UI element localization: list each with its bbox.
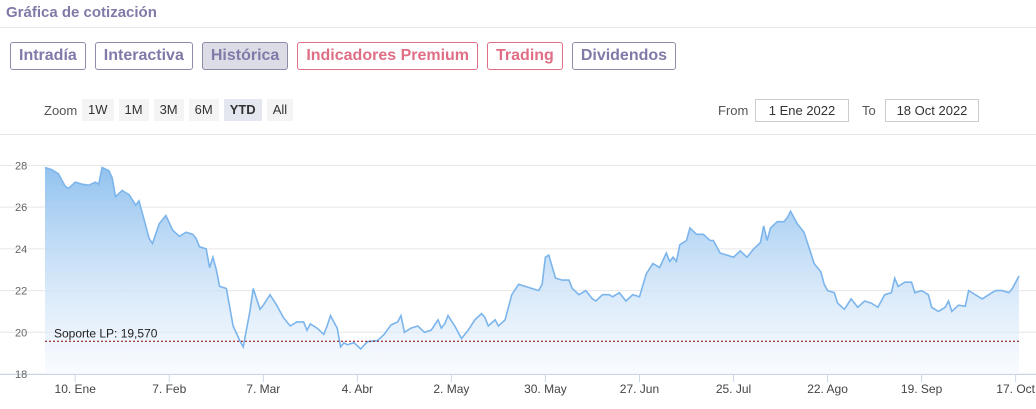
x-tick-label: 7. Mar: [246, 382, 280, 396]
support-label: Soporte LP: 19,570: [54, 326, 158, 340]
zoom-6m-button[interactable]: 6M: [188, 99, 219, 121]
x-tick-label: 4. Abr: [342, 382, 373, 396]
price-line[interactable]: [44, 166, 1020, 351]
tab-interactiva[interactable]: Interactiva: [94, 42, 193, 70]
x-tick-label: 27. Jun: [620, 382, 659, 396]
x-tick-label: 10. Ene: [55, 382, 97, 396]
y-tick-label: 20: [15, 327, 27, 339]
y-tick-label: 22: [15, 286, 27, 298]
zoom-buttons: 1W 1M 3M 6M YTD All: [82, 99, 294, 121]
x-tick-label: 22. Ago: [807, 382, 848, 396]
x-tick-label: 19. Sep: [901, 382, 943, 396]
to-label: To: [862, 103, 876, 118]
tab-historica[interactable]: Histórica: [201, 42, 289, 70]
x-tick-label: 7. Feb: [152, 382, 186, 396]
zoom-3m-button[interactable]: 3M: [153, 99, 184, 121]
x-tick-label: 2. May: [433, 382, 469, 396]
tab-intradia[interactable]: Intradía: [10, 42, 86, 70]
tab-trading[interactable]: Trading: [487, 42, 563, 70]
zoom-1m-button[interactable]: 1M: [118, 99, 149, 121]
y-tick-label: 28: [15, 160, 27, 172]
chart-section-title: Gráfica de cotización: [6, 4, 157, 21]
tab-indicadores-premium[interactable]: Indicadores Premium: [297, 42, 479, 70]
zoom-label: Zoom: [44, 103, 78, 118]
to-date-input[interactable]: 18 Oct 2022: [885, 99, 979, 122]
x-tick-label: 25. Jul: [716, 382, 751, 396]
y-tick-label: 18: [15, 369, 27, 381]
range-divider: [0, 134, 1036, 135]
from-date-input[interactable]: 1 Ene 2022: [755, 99, 849, 122]
from-label: From: [718, 103, 749, 118]
chart-tabs: Intradía Interactiva Histórica Indicador…: [10, 42, 677, 70]
price-area: [45, 167, 1019, 374]
zoom-1w-button[interactable]: 1W: [82, 99, 114, 121]
zoom-all-button[interactable]: All: [266, 99, 294, 121]
x-tick-label: 17. Oct: [996, 382, 1035, 396]
x-tick-label: 30. May: [524, 382, 567, 396]
tab-dividendos[interactable]: Dividendos: [571, 42, 677, 70]
title-divider: [0, 27, 1036, 28]
zoom-ytd-button[interactable]: YTD: [223, 99, 262, 121]
y-tick-label: 26: [15, 202, 27, 214]
y-tick-label: 24: [15, 244, 27, 256]
